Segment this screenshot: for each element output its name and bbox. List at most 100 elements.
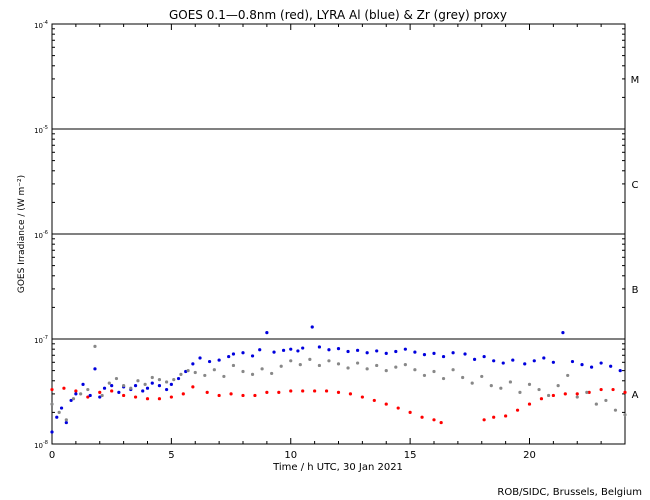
x-tick-label: 15	[404, 450, 417, 461]
data-point	[618, 369, 622, 373]
data-point	[86, 387, 90, 392]
y-tick-label: 10-6	[34, 230, 48, 240]
data-point	[212, 368, 216, 372]
data-point	[537, 387, 541, 392]
data-point	[129, 386, 133, 390]
data-point	[327, 359, 331, 363]
data-point	[50, 430, 54, 434]
data-point	[547, 393, 551, 398]
data-point	[556, 383, 560, 388]
data-point	[181, 392, 185, 396]
data-point	[451, 368, 455, 372]
data-point	[441, 354, 446, 359]
data-point	[50, 402, 54, 406]
data-point	[55, 415, 59, 419]
data-point	[480, 374, 484, 379]
data-point	[176, 376, 181, 381]
data-point	[372, 398, 376, 403]
data-point	[611, 387, 615, 392]
data-point	[403, 347, 407, 351]
data-point	[102, 386, 107, 390]
data-point	[472, 357, 477, 361]
data-point	[222, 374, 226, 379]
data-point	[408, 410, 412, 414]
data-point	[515, 408, 520, 412]
data-point	[64, 420, 68, 425]
data-point	[518, 390, 522, 395]
data-point	[258, 348, 262, 352]
data-point	[265, 331, 269, 335]
data-point	[492, 415, 496, 419]
data-point	[279, 364, 283, 368]
data-point	[62, 386, 66, 390]
data-point	[317, 363, 321, 368]
data-point	[585, 390, 589, 395]
data-point	[384, 369, 388, 373]
data-point	[107, 381, 111, 385]
data-point	[336, 390, 341, 395]
data-point	[451, 351, 455, 355]
data-point	[205, 390, 209, 395]
data-point	[492, 359, 496, 363]
data-point	[157, 397, 162, 401]
data-point	[289, 359, 293, 363]
data-point	[575, 395, 579, 399]
data-point	[508, 380, 512, 384]
x-tick-label: 0	[49, 450, 55, 461]
data-point	[217, 393, 221, 398]
data-point	[241, 393, 245, 398]
data-point	[122, 393, 126, 398]
data-point	[482, 418, 486, 422]
y-tick-label: 10-8	[34, 440, 48, 450]
data-point	[587, 390, 591, 395]
data-point	[313, 389, 317, 393]
data-point	[81, 382, 85, 386]
data-point	[114, 376, 119, 381]
data-point	[250, 354, 255, 358]
data-point	[298, 363, 302, 367]
data-point	[79, 392, 83, 396]
data-point	[272, 350, 276, 354]
data-point	[420, 415, 424, 419]
data-point	[504, 414, 508, 418]
data-point	[69, 398, 73, 403]
data-point	[365, 351, 369, 355]
data-point	[523, 362, 527, 366]
data-point	[432, 418, 436, 422]
data-point	[527, 402, 532, 406]
data-point	[165, 380, 169, 384]
data-point	[100, 393, 104, 398]
data-point	[589, 365, 594, 369]
data-point	[570, 359, 575, 364]
data-point	[384, 351, 388, 355]
data-point	[50, 387, 54, 392]
data-point	[396, 406, 400, 410]
data-point	[98, 390, 102, 395]
data-point	[561, 331, 565, 335]
data-point	[499, 386, 503, 390]
flare-class-label: A	[632, 390, 639, 401]
data-point	[403, 363, 407, 367]
data-point	[265, 390, 269, 395]
data-point	[356, 361, 360, 365]
data-point	[346, 366, 350, 370]
data-point	[542, 356, 546, 360]
data-point	[169, 395, 173, 399]
data-point	[348, 392, 353, 396]
chart-title: GOES 0.1—0.8nm (red), LYRA Al (blue) & Z…	[169, 8, 507, 22]
data-point	[110, 389, 114, 393]
x-axis-title: Time / h UTC, 30 Jan 2021	[272, 462, 403, 473]
data-point	[141, 389, 145, 393]
data-point	[346, 349, 350, 354]
data-point	[169, 382, 173, 386]
data-point	[71, 397, 76, 401]
data-point	[241, 351, 245, 355]
data-point	[461, 375, 465, 380]
data-point	[172, 378, 176, 382]
data-point	[198, 356, 202, 360]
data-point	[566, 373, 570, 378]
data-point	[317, 345, 321, 349]
data-point	[136, 379, 140, 383]
data-point	[623, 413, 627, 417]
data-point	[74, 392, 78, 396]
